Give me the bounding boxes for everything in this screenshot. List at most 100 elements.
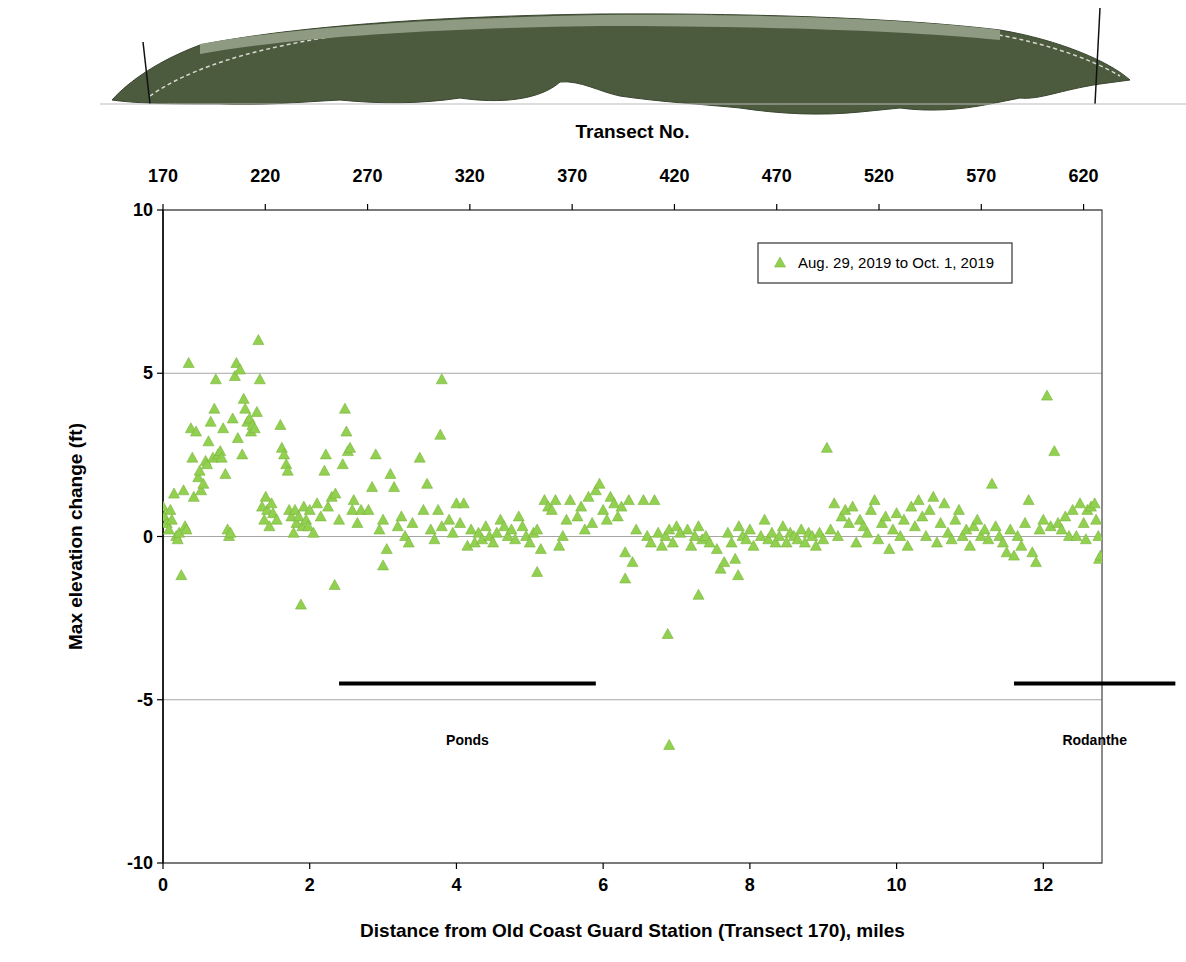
point bbox=[524, 537, 535, 547]
point bbox=[378, 514, 389, 524]
point bbox=[620, 573, 631, 583]
point bbox=[312, 498, 323, 508]
point bbox=[851, 537, 862, 547]
x-tick-label: 0 bbox=[158, 875, 168, 895]
point bbox=[218, 423, 229, 433]
legend-label: Aug. 29, 2019 to Oct. 1, 2019 bbox=[798, 254, 994, 271]
point bbox=[169, 488, 180, 498]
legend-box bbox=[758, 243, 1012, 283]
x2-tick-label: 170 bbox=[148, 166, 178, 186]
point bbox=[1027, 547, 1038, 557]
x-tick bbox=[749, 863, 750, 869]
point bbox=[733, 521, 744, 531]
point bbox=[506, 524, 517, 534]
point bbox=[433, 504, 444, 514]
point bbox=[972, 514, 983, 524]
point bbox=[792, 534, 803, 544]
point bbox=[931, 537, 942, 547]
point bbox=[1095, 550, 1102, 560]
point bbox=[275, 419, 286, 429]
point bbox=[572, 511, 583, 521]
x2-tick bbox=[367, 204, 368, 210]
x-tick bbox=[896, 863, 897, 869]
point bbox=[455, 517, 466, 527]
point bbox=[623, 495, 634, 505]
x2-tick-label: 370 bbox=[557, 166, 587, 186]
strip-divider bbox=[100, 104, 1186, 105]
point bbox=[337, 459, 348, 469]
point bbox=[181, 524, 192, 534]
point bbox=[271, 514, 282, 524]
point bbox=[818, 534, 829, 544]
point bbox=[1041, 390, 1052, 400]
point bbox=[216, 452, 227, 462]
point bbox=[499, 521, 510, 531]
point bbox=[796, 524, 807, 534]
point bbox=[1030, 557, 1041, 567]
point bbox=[733, 570, 744, 580]
grid bbox=[163, 210, 1102, 863]
point bbox=[1023, 495, 1034, 505]
point bbox=[407, 517, 418, 527]
point bbox=[887, 524, 898, 534]
point bbox=[935, 517, 946, 527]
point bbox=[1016, 540, 1027, 550]
y-tick bbox=[157, 373, 163, 374]
point bbox=[232, 433, 243, 443]
y-tick bbox=[157, 536, 163, 537]
point bbox=[748, 540, 759, 550]
x-tick-label: 12 bbox=[1033, 875, 1053, 895]
point bbox=[260, 491, 271, 501]
point bbox=[1005, 524, 1016, 534]
point bbox=[227, 413, 238, 423]
point bbox=[315, 511, 326, 521]
point bbox=[777, 521, 788, 531]
point bbox=[693, 521, 704, 531]
point bbox=[163, 524, 174, 534]
point bbox=[1012, 531, 1023, 541]
point bbox=[741, 534, 752, 544]
x2-tick bbox=[1083, 204, 1084, 210]
x2-tick-label: 520 bbox=[864, 166, 894, 186]
y-tick bbox=[157, 699, 163, 700]
point bbox=[329, 579, 340, 589]
x-tick bbox=[456, 863, 457, 869]
x2-tick-label: 420 bbox=[659, 166, 689, 186]
point bbox=[649, 495, 660, 505]
point bbox=[319, 465, 330, 475]
point bbox=[466, 524, 477, 534]
point bbox=[187, 452, 198, 462]
point bbox=[191, 426, 202, 436]
point bbox=[898, 514, 909, 524]
plot-area bbox=[163, 210, 1102, 863]
point bbox=[295, 599, 306, 609]
point bbox=[288, 527, 299, 537]
annotation-label: Rodanthe bbox=[1062, 732, 1127, 748]
point bbox=[594, 478, 605, 488]
point bbox=[693, 589, 704, 599]
point bbox=[766, 527, 777, 537]
y-axis-title: Max elevation change (ft) bbox=[65, 423, 86, 650]
point bbox=[249, 423, 260, 433]
point bbox=[554, 540, 565, 550]
annotation-bar bbox=[339, 681, 596, 685]
annotation-bar bbox=[1014, 681, 1175, 685]
point bbox=[1001, 547, 1012, 557]
point bbox=[953, 504, 964, 514]
point bbox=[744, 524, 755, 534]
point bbox=[403, 537, 414, 547]
point bbox=[950, 514, 961, 524]
x-tick-label: 6 bbox=[598, 875, 608, 895]
strip-marker bbox=[1095, 8, 1100, 104]
point bbox=[238, 393, 249, 403]
point bbox=[165, 504, 176, 514]
point bbox=[345, 442, 356, 452]
point bbox=[352, 517, 363, 527]
point bbox=[418, 504, 429, 514]
point bbox=[664, 739, 675, 749]
point bbox=[587, 517, 598, 527]
point bbox=[334, 514, 345, 524]
point bbox=[348, 495, 359, 505]
point bbox=[385, 468, 396, 478]
point bbox=[946, 534, 957, 544]
